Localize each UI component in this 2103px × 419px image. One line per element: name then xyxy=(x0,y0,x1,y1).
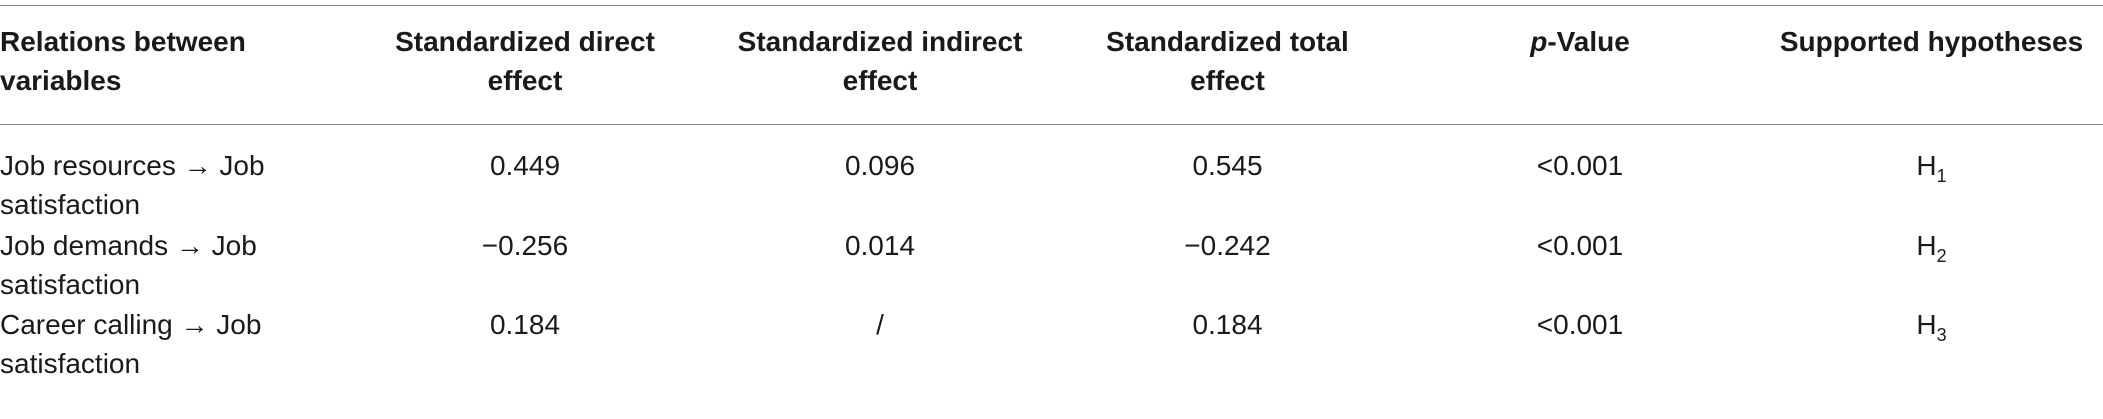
header-direct-effect: Standardized direct effect xyxy=(395,26,655,96)
header-p-italic: p xyxy=(1530,26,1548,57)
cell-relation: Job demands → Job satisfaction xyxy=(0,230,257,300)
header-total-effect: Standardized total effect xyxy=(1106,26,1349,96)
cell-p-value: <0.001 xyxy=(1536,309,1624,340)
cell-total: 0.184 xyxy=(1192,309,1263,340)
cell-total: 0.545 xyxy=(1192,150,1263,181)
cell-indirect: 0.014 xyxy=(844,230,916,261)
header-rule xyxy=(0,124,2103,125)
cell-indirect: 0.096 xyxy=(844,150,916,181)
cell-relation: Career calling → Job satisfaction xyxy=(0,309,262,379)
hypothesis-subscript: 2 xyxy=(1936,246,1947,266)
table-row: Career calling → Job satisfaction 0.184 … xyxy=(0,305,2103,385)
cell-relation: Job resources → Job satisfaction xyxy=(0,150,265,220)
cell-p-value: <0.001 xyxy=(1536,230,1624,261)
cell-hypothesis: H2 xyxy=(1760,226,2103,269)
hypothesis-letter: H xyxy=(1916,230,1937,261)
cell-total: −0.242 xyxy=(1184,230,1271,261)
top-rule xyxy=(0,5,2103,6)
header-indirect-effect: Standardized indirect effect xyxy=(737,26,1023,96)
hypothesis-subscript: 3 xyxy=(1936,325,1947,345)
hypothesis-letter: H xyxy=(1916,150,1937,181)
cell-p-value: <0.001 xyxy=(1536,150,1624,181)
header-supported-hypotheses: Supported hypotheses xyxy=(1779,26,2084,57)
header-p-value: p-Value xyxy=(1430,22,1730,61)
table-row: Job demands → Job satisfaction −0.256 0.… xyxy=(0,226,2103,306)
header-relations: Relations between variables xyxy=(0,26,246,96)
cell-direct: 0.449 xyxy=(489,150,561,181)
table-row: Job resources → Job satisfaction 0.449 0… xyxy=(0,146,2103,226)
cell-hypothesis: H1 xyxy=(1760,146,2103,189)
hypothesis-letter: H xyxy=(1916,309,1937,340)
cell-direct: −0.256 xyxy=(481,230,569,261)
table-header-row: Relations between variables Standardized… xyxy=(0,22,2103,112)
cell-hypothesis: H3 xyxy=(1760,305,2103,348)
cell-direct: 0.184 xyxy=(489,309,561,340)
hypothesis-subscript: 1 xyxy=(1936,166,1947,186)
header-p-rest: -Value xyxy=(1547,26,1630,57)
cell-indirect: / xyxy=(876,309,884,340)
